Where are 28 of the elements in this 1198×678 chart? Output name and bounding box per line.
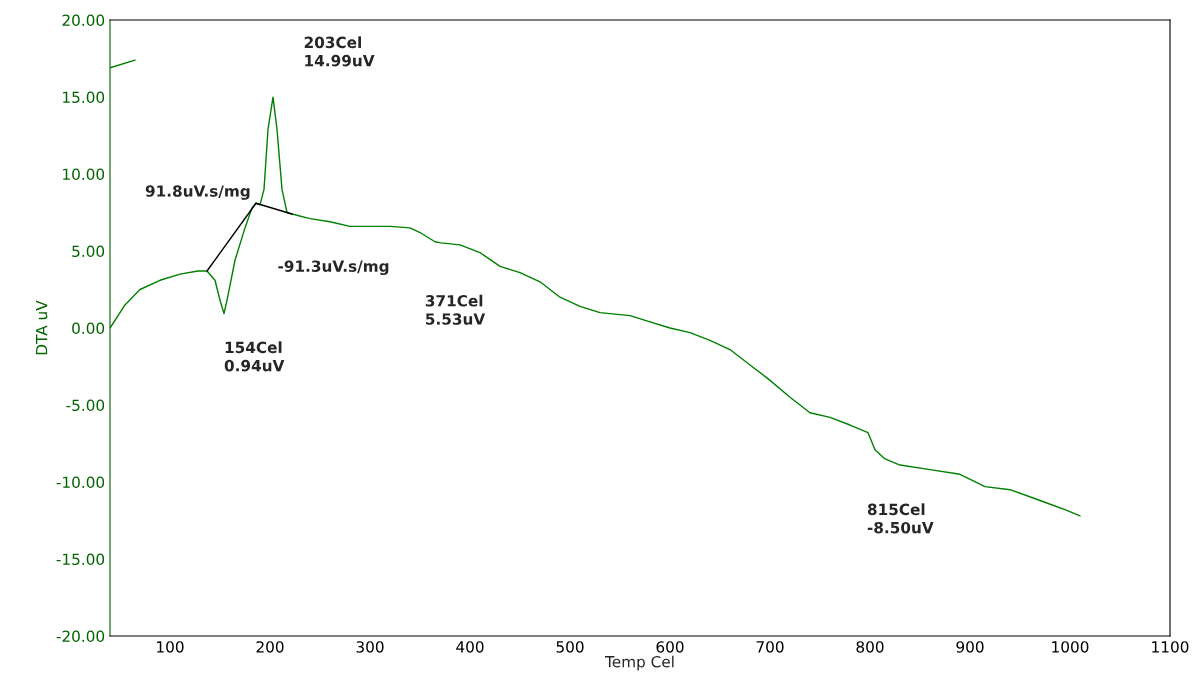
annotation: 154Cel 0.94uV bbox=[224, 341, 285, 372]
x-tick-label: 800 bbox=[856, 641, 884, 653]
y-tick-label: 15.00 bbox=[63, 91, 105, 104]
x-tick-label: 200 bbox=[256, 641, 284, 653]
x-tick-label: 100 bbox=[157, 641, 184, 653]
y-tick-label: -10.00 bbox=[56, 476, 105, 489]
annotation: -91.3uV.s/mg bbox=[278, 260, 389, 276]
y-axis-title: DTA uV bbox=[36, 300, 48, 355]
y-tick-label: 10.00 bbox=[63, 168, 105, 181]
annotation: 815Cel -8.50uV bbox=[867, 503, 934, 534]
x-tick-label: 1100 bbox=[1152, 641, 1189, 653]
y-tick-label: 0.00 bbox=[72, 322, 105, 335]
x-tick-label: 400 bbox=[456, 641, 484, 653]
y-tick-label: 5.00 bbox=[72, 245, 105, 258]
x-tick-label: 900 bbox=[956, 641, 984, 653]
y-tick-label: 20.00 bbox=[62, 14, 105, 27]
x-tick-label: 500 bbox=[556, 641, 584, 653]
annotation: 91.8uV.s/mg bbox=[145, 185, 250, 200]
y-tick-label: -20.00 bbox=[56, 630, 105, 643]
annotation: 371Cel 5.53uV bbox=[425, 294, 486, 325]
x-axis-title: Temp Cel bbox=[605, 655, 674, 671]
annotation: 203Cel 14.99uV bbox=[304, 36, 375, 67]
y-tick-label: -15.00 bbox=[56, 553, 105, 566]
x-tick-label: 1000 bbox=[1052, 641, 1089, 653]
y-tick-label: -5.00 bbox=[66, 399, 105, 412]
x-tick-label: 600 bbox=[656, 641, 684, 653]
x-tick-label: 300 bbox=[356, 641, 384, 653]
x-tick-label: 700 bbox=[756, 641, 784, 653]
